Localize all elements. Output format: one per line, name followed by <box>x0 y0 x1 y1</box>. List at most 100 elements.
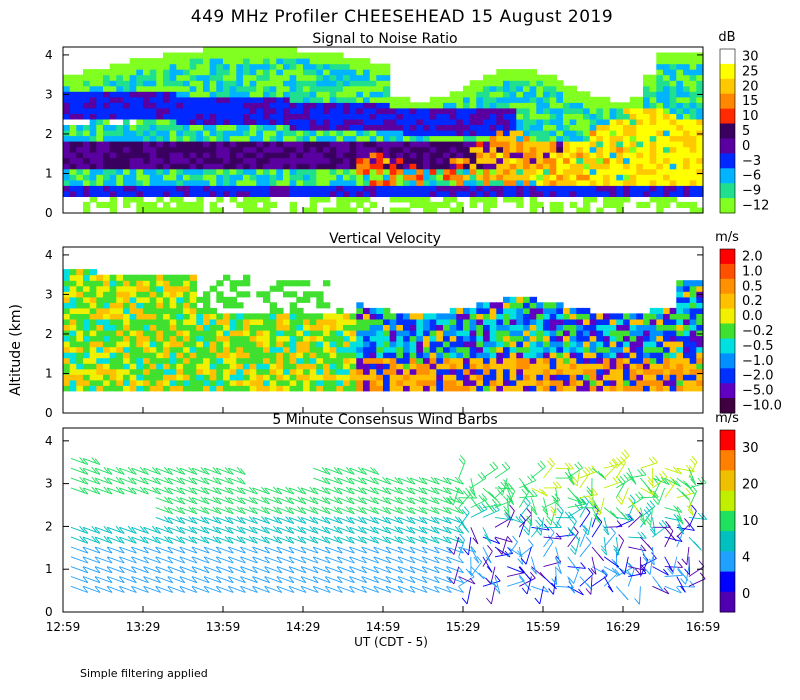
vv-cell <box>469 318 477 325</box>
snr-cell <box>369 113 377 120</box>
vv-cell <box>136 313 144 320</box>
wind-barb-flag <box>139 535 146 543</box>
snr-cell <box>403 146 411 153</box>
snr-cell <box>356 107 364 114</box>
snr-cell <box>196 196 204 203</box>
wind-barb-flag <box>324 468 331 475</box>
snr-cell <box>169 130 177 137</box>
snr-cell <box>436 201 444 208</box>
wind-barb-flag <box>215 586 222 593</box>
vv-cell <box>149 385 157 392</box>
snr-cell <box>269 179 277 186</box>
snr-cell <box>509 185 517 192</box>
wind-barb <box>385 516 404 525</box>
wind-barb <box>410 507 428 515</box>
wind-barb-flag <box>131 537 137 544</box>
snr-cell <box>436 146 444 153</box>
snr-cell <box>356 69 364 76</box>
wind-barb-flag <box>203 527 210 534</box>
vv-cell <box>89 296 97 303</box>
vv-cell <box>423 352 431 359</box>
snr-cell <box>189 58 197 65</box>
snr-cell <box>369 107 377 114</box>
wind-barb-flag <box>94 537 101 544</box>
snr-cell <box>549 207 557 214</box>
snr-cell <box>329 179 337 186</box>
wind-barb-flag <box>397 487 404 495</box>
vv-cell <box>123 368 131 375</box>
snr-cell <box>276 179 284 186</box>
vv-cell <box>136 285 144 292</box>
snr-cell <box>229 141 237 148</box>
vv-cell <box>503 296 511 303</box>
vv-cell <box>89 302 97 309</box>
snr-cell <box>349 141 357 148</box>
snr-cell <box>376 130 384 137</box>
vv-cell <box>76 335 84 342</box>
vv-cell <box>389 374 397 381</box>
vv-cell <box>576 357 584 364</box>
vv-cell <box>636 341 644 348</box>
vv-cell <box>603 324 611 331</box>
vv-cell <box>696 346 704 353</box>
vv-cell <box>529 346 537 353</box>
vv-cell <box>696 368 704 375</box>
snr-cell <box>516 179 524 186</box>
snr-cell <box>569 185 577 192</box>
wind-barb <box>422 566 440 574</box>
vv-cell <box>629 346 637 353</box>
vv-cell <box>683 324 691 331</box>
snr-cell <box>103 69 111 76</box>
snr-cell <box>156 174 164 181</box>
vv-cell <box>616 330 624 337</box>
snr-cell <box>316 124 324 131</box>
vv-cell <box>536 307 544 314</box>
vv-cell <box>523 324 531 331</box>
wind-barb <box>337 477 355 485</box>
vv-cell <box>216 313 224 320</box>
wind-barb-flag <box>252 566 258 574</box>
snr-cell <box>676 107 684 114</box>
snr-cell <box>216 135 224 142</box>
snr-cell <box>83 157 91 164</box>
wind-barb <box>95 585 113 593</box>
vv-cell <box>203 368 211 375</box>
snr-cell <box>536 85 544 92</box>
wind-barb <box>131 526 149 534</box>
snr-cell <box>536 124 544 131</box>
wind-barb-flag <box>176 506 182 513</box>
vv-cell <box>689 302 697 309</box>
vv-cell <box>403 335 411 342</box>
snr-cell <box>683 113 691 120</box>
snr-cell <box>476 113 484 120</box>
vv-cell <box>229 285 237 292</box>
snr-cell <box>576 113 584 120</box>
vv-cell <box>669 357 677 364</box>
snr-cell <box>209 163 217 170</box>
snr-cell <box>556 102 564 109</box>
vv-cell <box>76 296 84 303</box>
snr-cell <box>216 168 224 175</box>
snr-cell <box>249 107 257 114</box>
snr-cell <box>383 185 391 192</box>
wind-barb-flag <box>394 506 400 513</box>
vv-cell <box>383 313 391 320</box>
wind-barb-flag <box>167 586 174 593</box>
vv-cell <box>636 379 644 386</box>
snr-cell <box>509 102 517 109</box>
wind-barb-flag <box>300 566 307 574</box>
wind-barb-flag <box>321 486 328 494</box>
snr-cell <box>156 102 164 109</box>
vv-cell <box>536 330 544 337</box>
vv-cell <box>116 291 124 298</box>
snr-cell <box>249 113 257 120</box>
snr-cell <box>283 47 291 54</box>
vv-cell <box>129 368 137 375</box>
vv-cell <box>176 302 184 309</box>
wind-barb <box>70 526 89 534</box>
vv-cell <box>149 374 157 381</box>
wind-barb <box>301 546 319 554</box>
snr-cell <box>636 135 644 142</box>
snr-cell <box>663 113 671 120</box>
wind-barb <box>179 576 198 584</box>
